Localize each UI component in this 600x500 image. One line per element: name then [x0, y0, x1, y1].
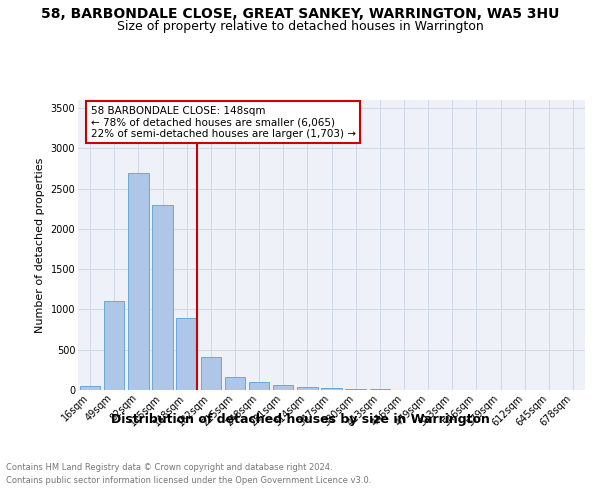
- Text: 58, BARBONDALE CLOSE, GREAT SANKEY, WARRINGTON, WA5 3HU: 58, BARBONDALE CLOSE, GREAT SANKEY, WARR…: [41, 8, 559, 22]
- Text: Distribution of detached houses by size in Warrington: Distribution of detached houses by size …: [110, 412, 490, 426]
- Text: Size of property relative to detached houses in Warrington: Size of property relative to detached ho…: [116, 20, 484, 33]
- Bar: [297, 387, 317, 390]
- Bar: [249, 382, 269, 390]
- Text: Contains HM Land Registry data © Crown copyright and database right 2024.: Contains HM Land Registry data © Crown c…: [6, 462, 332, 471]
- Bar: [80, 386, 100, 390]
- Bar: [176, 318, 197, 390]
- Text: Contains public sector information licensed under the Open Government Licence v3: Contains public sector information licen…: [6, 476, 371, 485]
- Bar: [104, 302, 124, 390]
- Text: 58 BARBONDALE CLOSE: 148sqm
← 78% of detached houses are smaller (6,065)
22% of : 58 BARBONDALE CLOSE: 148sqm ← 78% of det…: [91, 106, 356, 139]
- Bar: [152, 204, 173, 390]
- Y-axis label: Number of detached properties: Number of detached properties: [35, 158, 45, 332]
- Bar: [128, 172, 149, 390]
- Bar: [224, 376, 245, 390]
- Bar: [273, 385, 293, 390]
- Bar: [321, 388, 342, 390]
- Bar: [346, 389, 366, 390]
- Bar: [370, 389, 390, 390]
- Bar: [200, 356, 221, 390]
